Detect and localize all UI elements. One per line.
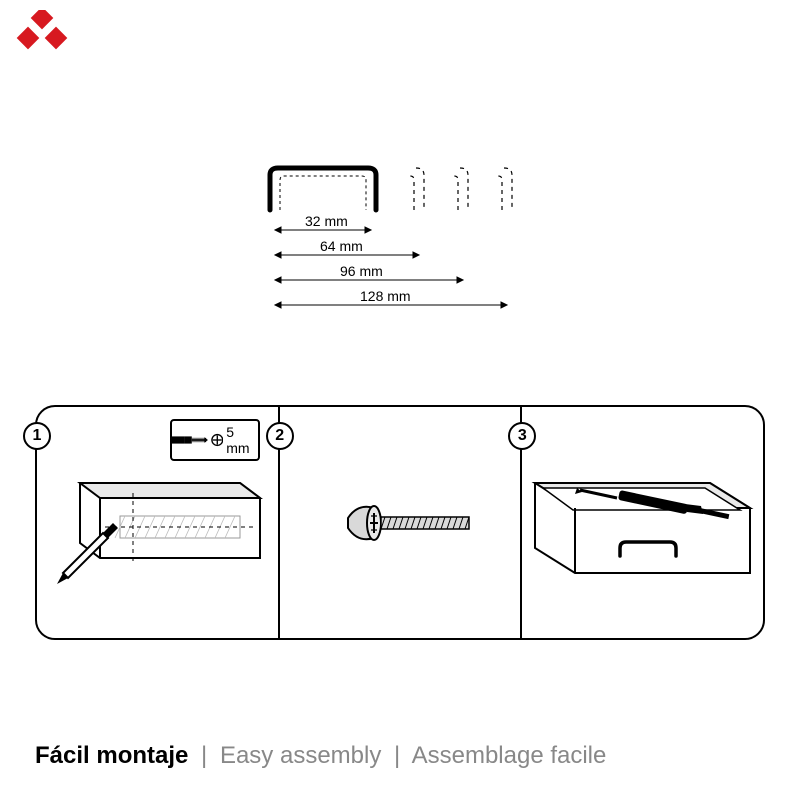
screw-illustration [320,463,480,583]
handle-measurement-diagram: 32 mm 64 mm 96 mm 128 mm [250,160,570,330]
caption-alt1: Easy assembly [220,742,381,769]
caption-alt2: Assemblage facile [412,742,607,769]
caption-main: Fácil montaje [35,742,188,769]
assembly-steps: 1 5 mm [35,405,765,640]
brand-logo [10,10,80,55]
step-badge-1: 1 [23,422,51,450]
caption-line: Fácil montaje | Easy assembly | Assembla… [35,742,765,770]
step-badge-2: 2 [266,422,294,450]
step-2: 2 [278,407,521,638]
step3-drawer-illustration [525,428,760,618]
measure-96: 96 mm [340,263,383,279]
drill-size-label: 5 mm [226,424,257,456]
phillips-icon [211,433,224,447]
step1-drawer-illustration [45,438,270,608]
measure-32: 32 mm [305,213,348,229]
step-1: 1 5 mm [37,407,278,638]
drill-bit-icon [172,432,208,448]
step-3: 3 [520,407,763,638]
measure-128: 128 mm [360,288,411,304]
measure-64: 64 mm [320,238,363,254]
drill-spec-box: 5 mm [170,419,260,461]
